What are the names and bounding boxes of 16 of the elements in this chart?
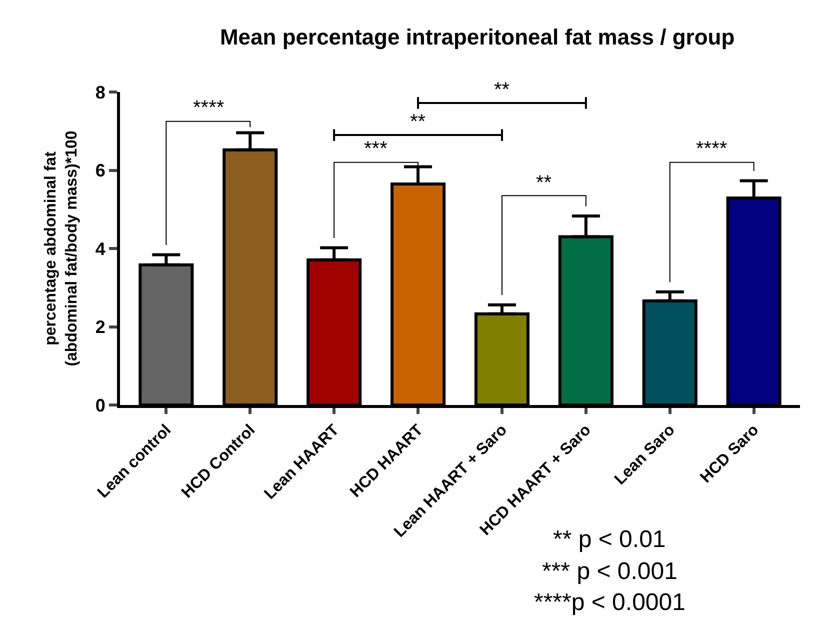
annotation: **: [494, 79, 510, 101]
y-tick-label: 6: [95, 160, 106, 181]
annotation: ****: [696, 138, 728, 160]
annotation: **: [536, 172, 552, 194]
text: ****p < 0.0001: [534, 589, 686, 616]
annotation: ***: [364, 138, 388, 160]
text: ** p < 0.01: [553, 526, 666, 553]
y-tick-label: 4: [95, 238, 106, 259]
chart-title: Mean percentage intraperitoneal fat mass / group: [220, 24, 735, 50]
annotation: **: [410, 111, 426, 133]
y-tick-label: 8: [95, 82, 106, 102]
y-tick-label: 2: [95, 317, 106, 338]
text: *** p < 0.001: [542, 558, 678, 585]
y-tick-label: 0: [95, 395, 106, 416]
annotation: ****: [193, 97, 224, 119]
y-axis-title: percentage abdominal fat (abdominal fat/body mass)*100: [42, 130, 80, 366]
